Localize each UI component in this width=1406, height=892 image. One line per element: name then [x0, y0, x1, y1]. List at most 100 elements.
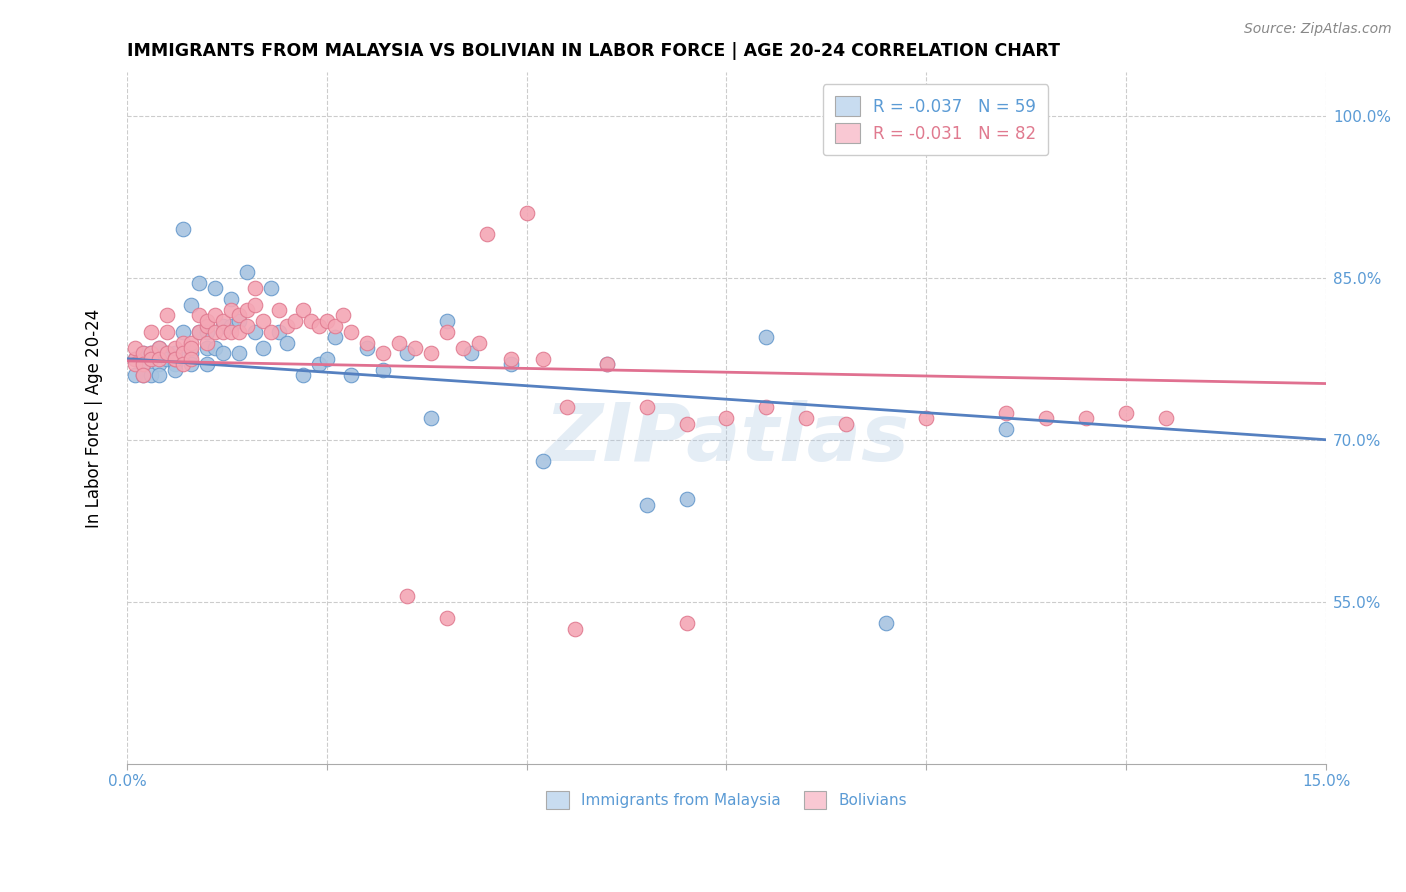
- Point: [139, 351, 162, 366]
- Point: [835, 417, 858, 431]
- Point: [236, 265, 259, 279]
- Point: [204, 309, 226, 323]
- Point: [243, 298, 266, 312]
- Point: [675, 417, 697, 431]
- Point: [1076, 411, 1098, 425]
- Point: [371, 346, 394, 360]
- Point: [395, 346, 418, 360]
- Point: [228, 314, 250, 328]
- Point: [308, 357, 330, 371]
- Point: [204, 325, 226, 339]
- Point: [339, 325, 361, 339]
- Point: [995, 422, 1018, 436]
- Point: [531, 351, 554, 366]
- Point: [195, 341, 218, 355]
- Point: [156, 346, 179, 360]
- Point: [219, 319, 242, 334]
- Point: [187, 325, 209, 339]
- Point: [195, 335, 218, 350]
- Point: [219, 325, 242, 339]
- Point: [252, 314, 274, 328]
- Point: [356, 341, 378, 355]
- Point: [211, 319, 233, 334]
- Point: [636, 498, 658, 512]
- Point: [163, 351, 186, 366]
- Point: [180, 357, 202, 371]
- Point: [172, 346, 194, 360]
- Point: [211, 346, 233, 360]
- Point: [172, 222, 194, 236]
- Point: [211, 325, 233, 339]
- Point: [636, 401, 658, 415]
- Point: [460, 346, 482, 360]
- Point: [1115, 406, 1137, 420]
- Point: [195, 357, 218, 371]
- Text: ZIPatlas: ZIPatlas: [544, 400, 910, 478]
- Point: [228, 346, 250, 360]
- Point: [404, 341, 426, 355]
- Point: [187, 309, 209, 323]
- Point: [915, 411, 938, 425]
- Point: [204, 281, 226, 295]
- Point: [187, 325, 209, 339]
- Point: [219, 293, 242, 307]
- Point: [163, 346, 186, 360]
- Point: [172, 335, 194, 350]
- Point: [187, 276, 209, 290]
- Point: [531, 454, 554, 468]
- Point: [139, 368, 162, 382]
- Point: [124, 357, 146, 371]
- Point: [299, 314, 322, 328]
- Point: [172, 357, 194, 371]
- Point: [139, 325, 162, 339]
- Point: [195, 319, 218, 334]
- Point: [180, 335, 202, 350]
- Point: [419, 346, 441, 360]
- Point: [796, 411, 818, 425]
- Point: [236, 303, 259, 318]
- Point: [132, 357, 155, 371]
- Point: [228, 325, 250, 339]
- Point: [132, 368, 155, 382]
- Point: [356, 335, 378, 350]
- Point: [236, 319, 259, 334]
- Point: [564, 622, 586, 636]
- Point: [180, 298, 202, 312]
- Point: [332, 309, 354, 323]
- Point: [323, 319, 346, 334]
- Point: [252, 341, 274, 355]
- Text: IMMIGRANTS FROM MALAYSIA VS BOLIVIAN IN LABOR FORCE | AGE 20-24 CORRELATION CHAR: IMMIGRANTS FROM MALAYSIA VS BOLIVIAN IN …: [127, 42, 1060, 60]
- Y-axis label: In Labor Force | Age 20-24: In Labor Force | Age 20-24: [86, 309, 103, 528]
- Point: [516, 206, 538, 220]
- Point: [475, 227, 498, 242]
- Point: [219, 303, 242, 318]
- Point: [156, 309, 179, 323]
- Point: [163, 341, 186, 355]
- Point: [156, 351, 179, 366]
- Point: [276, 335, 298, 350]
- Point: [267, 303, 290, 318]
- Point: [995, 406, 1018, 420]
- Point: [308, 319, 330, 334]
- Point: [291, 303, 314, 318]
- Point: [148, 368, 170, 382]
- Point: [499, 357, 522, 371]
- Point: [132, 346, 155, 360]
- Point: [180, 351, 202, 366]
- Point: [875, 616, 897, 631]
- Point: [124, 351, 146, 366]
- Point: [436, 611, 458, 625]
- Point: [323, 330, 346, 344]
- Point: [716, 411, 738, 425]
- Point: [139, 346, 162, 360]
- Point: [260, 281, 283, 295]
- Point: [180, 341, 202, 355]
- Point: [595, 357, 617, 371]
- Point: [163, 357, 186, 371]
- Point: [451, 341, 474, 355]
- Point: [276, 319, 298, 334]
- Point: [388, 335, 411, 350]
- Point: [675, 616, 697, 631]
- Point: [195, 314, 218, 328]
- Point: [755, 401, 778, 415]
